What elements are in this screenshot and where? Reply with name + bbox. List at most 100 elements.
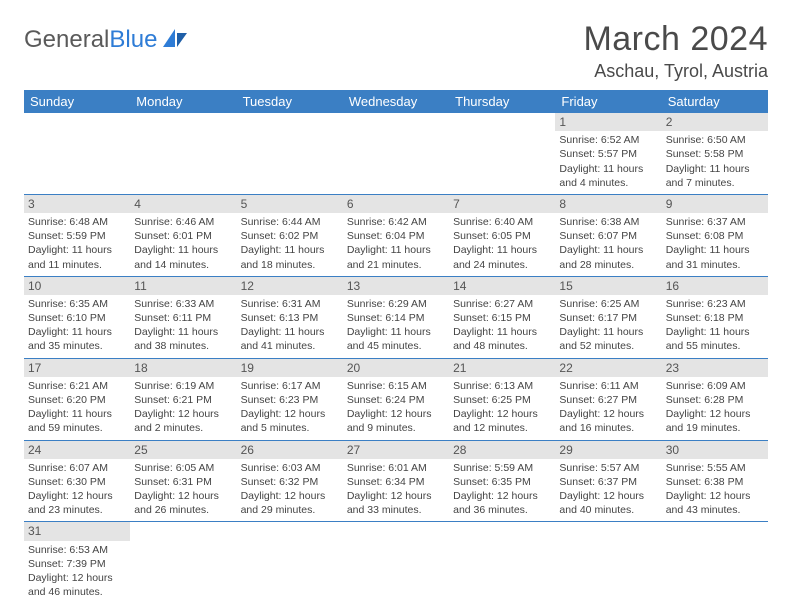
- sunrise-text: Sunrise: 6:23 AM: [666, 297, 764, 311]
- calendar-day-cell: 7Sunrise: 6:40 AMSunset: 6:05 PMDaylight…: [449, 194, 555, 276]
- title-block: March 2024 Aschau, Tyrol, Austria: [583, 20, 768, 82]
- sunrise-text: Sunrise: 6:15 AM: [347, 379, 445, 393]
- sunrise-text: Sunrise: 6:27 AM: [453, 297, 551, 311]
- day-number: 28: [449, 441, 555, 459]
- sunrise-text: Sunrise: 6:46 AM: [134, 215, 232, 229]
- sunset-text: Sunset: 6:38 PM: [666, 475, 764, 489]
- sunset-text: Sunset: 6:17 PM: [559, 311, 657, 325]
- calendar-day-cell: 1Sunrise: 6:52 AMSunset: 5:57 PMDaylight…: [555, 113, 661, 194]
- calendar-day-cell: [24, 113, 130, 194]
- daylight-text: Daylight: 11 hours and 18 minutes.: [241, 243, 339, 271]
- sunset-text: Sunset: 6:18 PM: [666, 311, 764, 325]
- day-number: 30: [662, 441, 768, 459]
- sunrise-text: Sunrise: 6:31 AM: [241, 297, 339, 311]
- calendar-day-cell: 5Sunrise: 6:44 AMSunset: 6:02 PMDaylight…: [237, 194, 343, 276]
- sunrise-text: Sunrise: 5:55 AM: [666, 461, 764, 475]
- sunset-text: Sunset: 6:25 PM: [453, 393, 551, 407]
- calendar-table: SundayMondayTuesdayWednesdayThursdayFrid…: [24, 90, 768, 603]
- day-number: 2: [662, 113, 768, 131]
- calendar-day-cell: [237, 522, 343, 603]
- sunset-text: Sunset: 6:08 PM: [666, 229, 764, 243]
- day-number: 13: [343, 277, 449, 295]
- daylight-text: Daylight: 11 hours and 52 minutes.: [559, 325, 657, 353]
- sunrise-text: Sunrise: 6:17 AM: [241, 379, 339, 393]
- sunset-text: Sunset: 6:07 PM: [559, 229, 657, 243]
- daylight-text: Daylight: 12 hours and 43 minutes.: [666, 489, 764, 517]
- sunrise-text: Sunrise: 6:05 AM: [134, 461, 232, 475]
- day-number: 3: [24, 195, 130, 213]
- daylight-text: Daylight: 12 hours and 5 minutes.: [241, 407, 339, 435]
- calendar-day-cell: [662, 522, 768, 603]
- day-number: 27: [343, 441, 449, 459]
- logo-text: GeneralBlue: [24, 26, 157, 54]
- calendar-day-cell: 28Sunrise: 5:59 AMSunset: 6:35 PMDayligh…: [449, 440, 555, 522]
- weekday-header: Tuesday: [237, 90, 343, 113]
- day-number: 10: [24, 277, 130, 295]
- sunrise-text: Sunrise: 6:48 AM: [28, 215, 126, 229]
- day-number: 12: [237, 277, 343, 295]
- day-number: 31: [24, 522, 130, 540]
- sunset-text: Sunset: 5:57 PM: [559, 147, 657, 161]
- sunrise-text: Sunrise: 6:37 AM: [666, 215, 764, 229]
- daylight-text: Daylight: 11 hours and 4 minutes.: [559, 162, 657, 190]
- daylight-text: Daylight: 11 hours and 11 minutes.: [28, 243, 126, 271]
- day-number: 14: [449, 277, 555, 295]
- day-number: 5: [237, 195, 343, 213]
- weekday-header: Sunday: [24, 90, 130, 113]
- day-number: 6: [343, 195, 449, 213]
- daylight-text: Daylight: 11 hours and 14 minutes.: [134, 243, 232, 271]
- calendar-day-cell: 29Sunrise: 5:57 AMSunset: 6:37 PMDayligh…: [555, 440, 661, 522]
- sunset-text: Sunset: 5:58 PM: [666, 147, 764, 161]
- calendar-week-row: 31Sunrise: 6:53 AMSunset: 7:39 PMDayligh…: [24, 522, 768, 603]
- day-number: 25: [130, 441, 236, 459]
- daylight-text: Daylight: 11 hours and 35 minutes.: [28, 325, 126, 353]
- sunset-text: Sunset: 6:34 PM: [347, 475, 445, 489]
- sunrise-text: Sunrise: 6:52 AM: [559, 133, 657, 147]
- sunset-text: Sunset: 6:11 PM: [134, 311, 232, 325]
- calendar-day-cell: 12Sunrise: 6:31 AMSunset: 6:13 PMDayligh…: [237, 276, 343, 358]
- calendar-day-cell: 27Sunrise: 6:01 AMSunset: 6:34 PMDayligh…: [343, 440, 449, 522]
- calendar-day-cell: 22Sunrise: 6:11 AMSunset: 6:27 PMDayligh…: [555, 358, 661, 440]
- daylight-text: Daylight: 11 hours and 31 minutes.: [666, 243, 764, 271]
- sunset-text: Sunset: 6:13 PM: [241, 311, 339, 325]
- day-number: 23: [662, 359, 768, 377]
- daylight-text: Daylight: 11 hours and 28 minutes.: [559, 243, 657, 271]
- daylight-text: Daylight: 12 hours and 2 minutes.: [134, 407, 232, 435]
- sunrise-text: Sunrise: 6:21 AM: [28, 379, 126, 393]
- sunset-text: Sunset: 6:32 PM: [241, 475, 339, 489]
- daylight-text: Daylight: 12 hours and 26 minutes.: [134, 489, 232, 517]
- month-title: March 2024: [583, 20, 768, 59]
- sail-icon: [161, 27, 189, 54]
- calendar-week-row: 1Sunrise: 6:52 AMSunset: 5:57 PMDaylight…: [24, 113, 768, 194]
- sunrise-text: Sunrise: 6:53 AM: [28, 543, 126, 557]
- sunrise-text: Sunrise: 6:25 AM: [559, 297, 657, 311]
- calendar-body: 1Sunrise: 6:52 AMSunset: 5:57 PMDaylight…: [24, 113, 768, 603]
- sunrise-text: Sunrise: 6:33 AM: [134, 297, 232, 311]
- weekday-header: Saturday: [662, 90, 768, 113]
- calendar-week-row: 17Sunrise: 6:21 AMSunset: 6:20 PMDayligh…: [24, 358, 768, 440]
- daylight-text: Daylight: 12 hours and 23 minutes.: [28, 489, 126, 517]
- daylight-text: Daylight: 11 hours and 45 minutes.: [347, 325, 445, 353]
- sunset-text: Sunset: 6:02 PM: [241, 229, 339, 243]
- daylight-text: Daylight: 11 hours and 38 minutes.: [134, 325, 232, 353]
- sunrise-text: Sunrise: 6:07 AM: [28, 461, 126, 475]
- calendar-week-row: 24Sunrise: 6:07 AMSunset: 6:30 PMDayligh…: [24, 440, 768, 522]
- sunrise-text: Sunrise: 5:57 AM: [559, 461, 657, 475]
- calendar-day-cell: 2Sunrise: 6:50 AMSunset: 5:58 PMDaylight…: [662, 113, 768, 194]
- calendar-day-cell: 11Sunrise: 6:33 AMSunset: 6:11 PMDayligh…: [130, 276, 236, 358]
- day-number: 15: [555, 277, 661, 295]
- calendar-day-cell: 21Sunrise: 6:13 AMSunset: 6:25 PMDayligh…: [449, 358, 555, 440]
- sunset-text: Sunset: 6:10 PM: [28, 311, 126, 325]
- sunset-text: Sunset: 6:24 PM: [347, 393, 445, 407]
- daylight-text: Daylight: 11 hours and 55 minutes.: [666, 325, 764, 353]
- sunset-text: Sunset: 6:35 PM: [453, 475, 551, 489]
- daylight-text: Daylight: 12 hours and 9 minutes.: [347, 407, 445, 435]
- sunset-text: Sunset: 6:27 PM: [559, 393, 657, 407]
- day-number: 29: [555, 441, 661, 459]
- sunset-text: Sunset: 6:28 PM: [666, 393, 764, 407]
- sunset-text: Sunset: 6:01 PM: [134, 229, 232, 243]
- weekday-header-row: SundayMondayTuesdayWednesdayThursdayFrid…: [24, 90, 768, 113]
- sunrise-text: Sunrise: 6:42 AM: [347, 215, 445, 229]
- header: GeneralBlue March 2024 Aschau, Tyrol, Au…: [24, 20, 768, 82]
- sunrise-text: Sunrise: 6:50 AM: [666, 133, 764, 147]
